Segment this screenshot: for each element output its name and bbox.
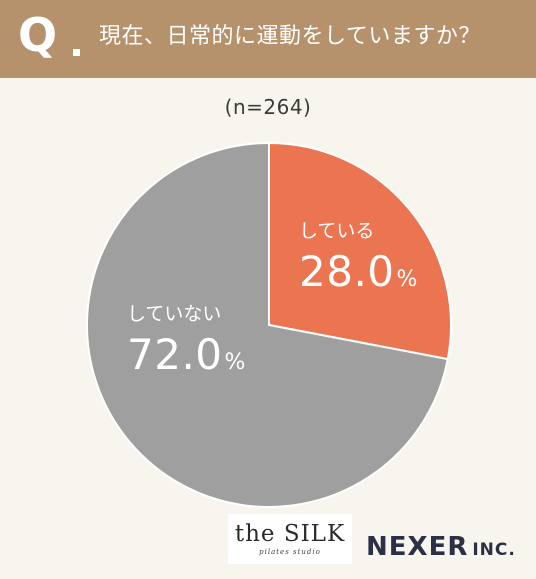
the-silk-logo-text: the SILK — [234, 521, 346, 547]
question-text: 現在、日常的に運動をしていますか？ — [99, 24, 481, 49]
slice-value-doing: 28.0% — [299, 247, 417, 306]
nexer-logo: NEXER INC. — [366, 532, 516, 565]
slice-value-not-doing-number: 72.0 — [127, 330, 223, 379]
question-header — [0, 0, 536, 78]
slice-value-doing-number: 28.0 — [299, 247, 395, 296]
nexer-logo-inc: INC. — [472, 540, 516, 560]
slice-value-not-doing: 72.0% — [127, 330, 245, 389]
slice-value-doing-unit: % — [396, 267, 418, 292]
slice-value-not-doing-unit: % — [224, 350, 246, 375]
pie-slice-not-doing — [86, 142, 449, 508]
sample-size-label: (n=264) — [224, 95, 312, 119]
slice-label-not-doing: していない 72.0% — [127, 302, 245, 389]
nexer-logo-text: NEXER — [366, 532, 469, 562]
pie-slice-doing — [268, 142, 452, 361]
the-silk-logo-subtext: pilates studio — [259, 548, 321, 556]
q-dot — [73, 49, 80, 56]
q-mark: Q — [18, 8, 58, 62]
slice-label-doing: している 28.0% — [299, 219, 417, 306]
slice-name-doing: している — [299, 220, 375, 242]
the-silk-logo: the SILK pilates studio — [228, 514, 352, 564]
slice-name-not-doing: していない — [127, 303, 222, 325]
